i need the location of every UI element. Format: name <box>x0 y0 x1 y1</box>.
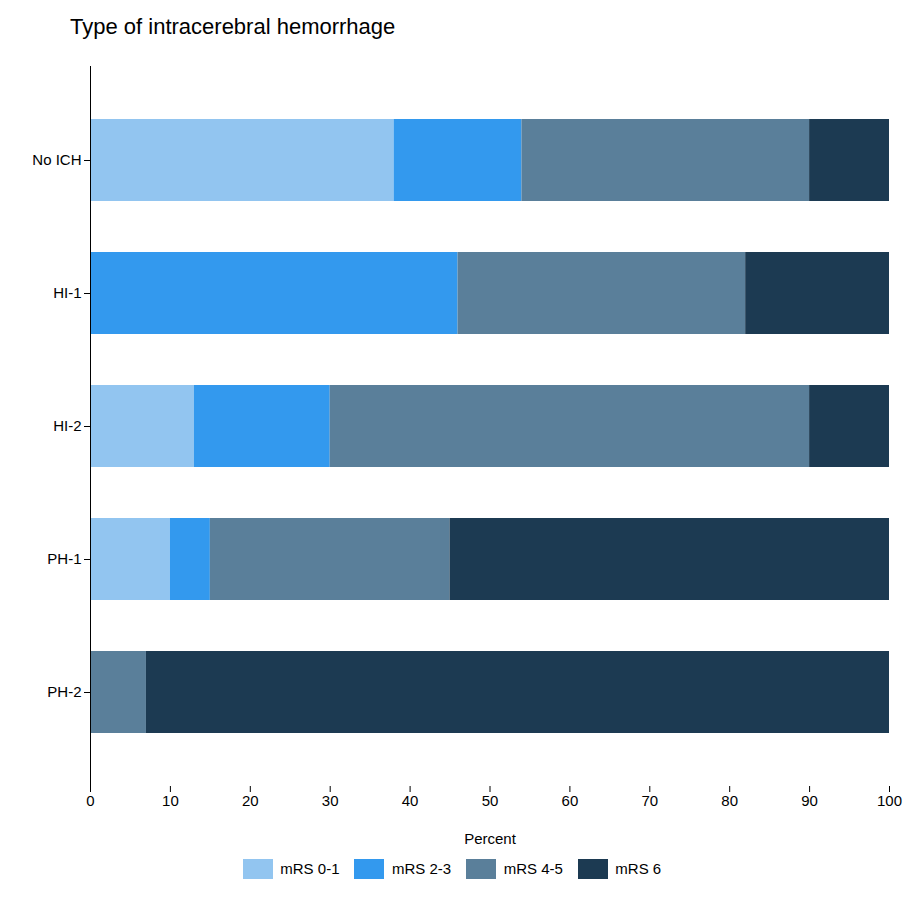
html-text:mRS 6: mRS 6 <box>615 860 662 877</box>
svg-text:PH-1: PH-1 <box>47 550 81 567</box>
svg-text:50: 50 <box>482 792 499 809</box>
svg-text:40: 40 <box>402 792 419 809</box>
html-text:mRS 4-5: mRS 4-5 <box>503 860 563 877</box>
svg-text:PH-2: PH-2 <box>47 683 81 700</box>
svg-text:HI-2: HI-2 <box>53 417 81 434</box>
svg-text:80: 80 <box>721 792 738 809</box>
html-text:mRS 0-1: mRS 0-1 <box>280 860 340 877</box>
html-text:Type of intracerebral hemorrha: Type of intracerebral hemorrhage <box>70 14 396 39</box>
svg-text:Percent: Percent <box>464 830 517 847</box>
svg-text:20: 20 <box>242 792 259 809</box>
svg-text:100: 100 <box>877 792 902 809</box>
svg-text:30: 30 <box>322 792 339 809</box>
svg-text:70: 70 <box>641 792 658 809</box>
svg-text:0: 0 <box>86 792 94 809</box>
svg-text:HI-1: HI-1 <box>53 284 81 301</box>
html-text:mRS 2-3: mRS 2-3 <box>392 860 452 877</box>
svg-text:90: 90 <box>801 792 818 809</box>
svg-text:60: 60 <box>562 792 579 809</box>
svg-text:No ICH: No ICH <box>32 151 81 168</box>
svg-text:10: 10 <box>162 792 179 809</box>
